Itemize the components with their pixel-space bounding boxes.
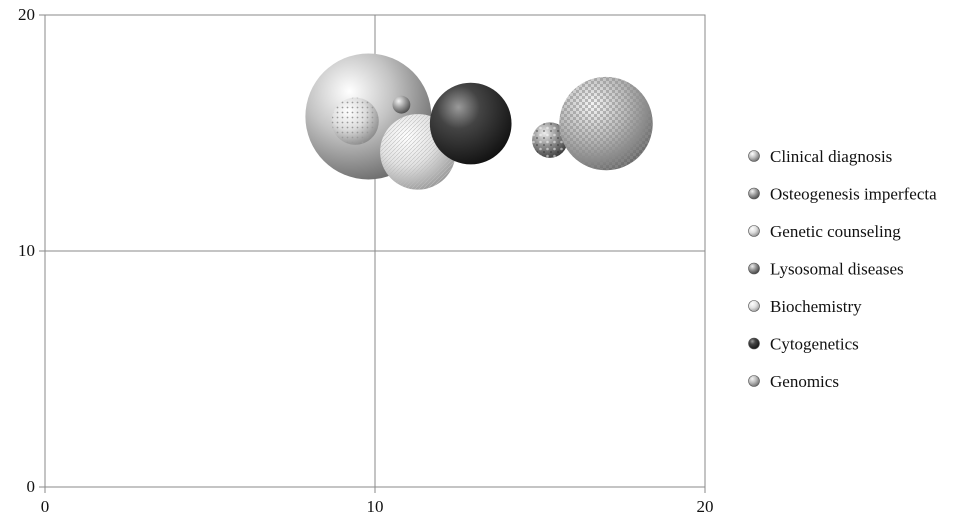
bubble-osteogenesis-imperfecta xyxy=(392,95,411,114)
bubble-texture xyxy=(331,97,379,145)
y-tick-label: 0 xyxy=(27,477,36,496)
legend-marker xyxy=(748,262,760,275)
legend: Clinical diagnosis Osteogenesis imperfect… xyxy=(748,147,937,391)
bubble-shape xyxy=(429,82,512,165)
bubble-cytogenetics xyxy=(429,82,512,165)
legend-item: Genetic counseling xyxy=(748,222,901,241)
y-tick-label: 10 xyxy=(18,241,35,260)
bubble-genetic-counseling xyxy=(331,97,379,145)
legend-item: Lysosomal diseases xyxy=(748,260,904,279)
legend-label: Cytogenetics xyxy=(770,335,859,354)
y-tick-label: 20 xyxy=(18,5,35,24)
legend-item: Osteogenesis imperfecta xyxy=(748,185,937,204)
bubble-genomics xyxy=(559,76,653,171)
legend-label: Clinical diagnosis xyxy=(770,147,892,166)
bubbles-layer xyxy=(305,53,653,190)
legend-marker xyxy=(748,375,760,387)
legend-label: Lysosomal diseases xyxy=(770,260,904,279)
bubble-shape xyxy=(392,95,411,114)
legend-marker xyxy=(748,337,760,350)
legend-item: Clinical diagnosis xyxy=(748,147,892,166)
legend-item: Cytogenetics xyxy=(748,335,859,354)
legend-marker xyxy=(748,187,760,200)
bubble-texture xyxy=(532,122,568,158)
x-tick-label: 0 xyxy=(41,497,50,516)
legend-marker xyxy=(748,300,760,312)
bubble-texture xyxy=(559,76,653,171)
legend-marker xyxy=(748,225,760,237)
axes-layer: 0 10 20 0 10 20 xyxy=(18,5,714,516)
legend-label: Genomics xyxy=(770,372,839,391)
x-tick-label: 20 xyxy=(697,497,714,516)
legend-marker xyxy=(748,150,760,162)
legend-label: Genetic counseling xyxy=(770,222,901,241)
legend-item: Biochemistry xyxy=(748,297,862,316)
x-tick-label: 10 xyxy=(367,497,384,516)
bubble-lysosomal-diseases xyxy=(532,122,568,158)
legend-label: Osteogenesis imperfecta xyxy=(770,185,937,204)
legend-label: Biochemistry xyxy=(770,297,862,316)
legend-item: Genomics xyxy=(748,372,839,391)
